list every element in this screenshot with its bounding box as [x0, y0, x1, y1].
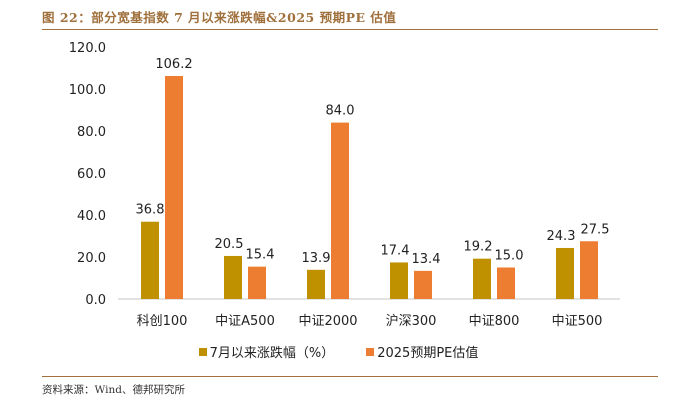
y-tick-label: 60.0 [77, 167, 106, 182]
data-label-series1: 36.8 [136, 203, 165, 218]
y-axis-ticks: 0.0 20.0 40.0 60.0 80.0 100.0 120.0 [69, 41, 106, 308]
legend: 7月以来涨跌幅（%） 2025预期PE估值 [0, 342, 677, 361]
bar-series2 [165, 75, 183, 299]
bar-series1 [473, 258, 491, 299]
bar-series2 [414, 270, 432, 299]
y-tick-label: 20.0 [77, 251, 106, 266]
bar-series2 [331, 122, 349, 299]
data-label-series1: 19.2 [464, 240, 493, 255]
data-labels: 36.8 106.2 20.515.4 13.9 84.0 17.413.4 19.215.… [136, 57, 610, 267]
bar-series2 [248, 266, 266, 299]
y-tick-label: 0.0 [85, 293, 106, 308]
legend-swatch-series1 [198, 347, 207, 356]
data-label-series2: 84.0 [326, 104, 355, 119]
figure-title: 图 22：部分宽基指数 7 月以来涨跌幅&2025 预期PE 估值 [42, 10, 397, 25]
legend-label-series2: 2025预期PE估值 [377, 346, 479, 361]
data-label-series1: 20.5 [215, 237, 244, 252]
x-category-label: 中证A500 [215, 314, 275, 329]
legend-swatch-series2 [366, 347, 375, 356]
title-divider [42, 29, 658, 30]
x-category-label: 科创100 [137, 314, 188, 329]
bar-series1 [390, 262, 408, 299]
bar-series2 [497, 267, 515, 299]
bar-chart: 0.0 20.0 40.0 60.0 80.0 100.0 120.0 36.8 106.2 2… [69, 41, 620, 329]
source-divider [42, 376, 658, 377]
x-category-label: 中证500 [552, 314, 603, 329]
x-category-label: 中证800 [469, 314, 520, 329]
data-label-series1: 24.3 [547, 229, 576, 244]
legend-item-series2: 2025预期PE估值 [366, 342, 478, 361]
legend-label-series1: 7月以来涨跌幅（%） [209, 346, 335, 361]
bar-series1 [307, 269, 325, 299]
source-note: 资料来源：Wind、德邦研究所 [42, 384, 185, 396]
data-label-series2: 15.4 [246, 248, 275, 263]
bars [141, 75, 598, 299]
bar-series1 [141, 221, 159, 299]
y-tick-label: 120.0 [69, 41, 106, 56]
x-category-label: 中证2000 [298, 314, 357, 329]
data-label-series2: 15.0 [495, 249, 524, 264]
bar-series1 [556, 247, 574, 299]
y-tick-label: 80.0 [77, 125, 106, 140]
data-label-series1: 13.9 [302, 251, 331, 266]
x-axis-categories: 科创100 中证A500 中证2000 沪深300 中证800 中证500 [137, 313, 603, 329]
data-label-series2: 106.2 [155, 57, 192, 72]
data-label-series1: 17.4 [381, 243, 410, 258]
bar-series1 [224, 255, 242, 299]
data-label-series2: 27.5 [581, 222, 610, 237]
y-tick-label: 40.0 [77, 209, 106, 224]
bar-series2 [580, 241, 598, 299]
data-label-series2: 13.4 [412, 252, 441, 267]
legend-item-series1: 7月以来涨跌幅（%） [198, 342, 335, 361]
y-tick-label: 100.0 [69, 83, 106, 98]
x-category-label: 沪深300 [386, 313, 437, 329]
